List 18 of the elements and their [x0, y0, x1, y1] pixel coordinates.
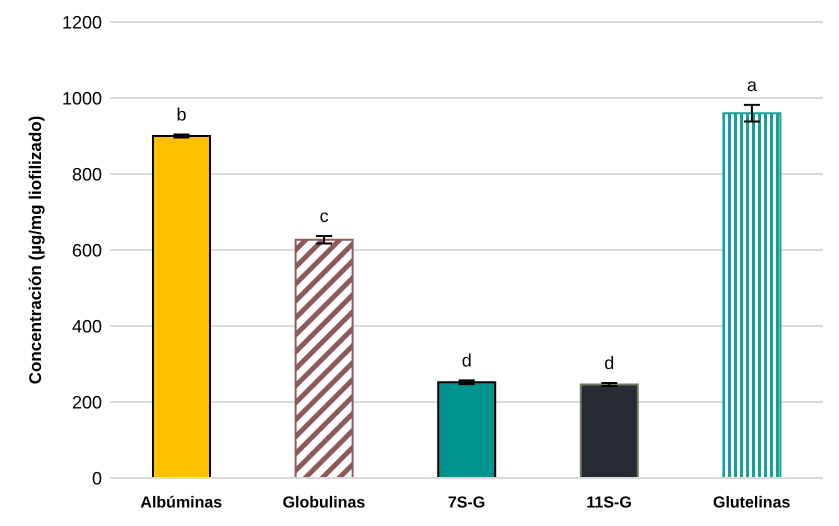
y-tick-label: 1200: [62, 12, 102, 32]
annotation: a: [746, 74, 758, 95]
x-tick-label: Glutelinas: [713, 494, 790, 512]
y-tick-label: 1000: [62, 88, 102, 108]
x-tick-label: Globulinas: [282, 494, 366, 512]
y-axis-title: Concentración (µg/mg liofilizado): [26, 116, 46, 384]
y-tick-label: 800: [72, 164, 102, 184]
y-tick-label: 200: [72, 392, 102, 412]
annotation: d: [604, 353, 614, 373]
y-tick-label: 400: [72, 316, 102, 336]
x-tick-label: 7S-G: [448, 494, 486, 512]
x-tick-label: 11S-G: [586, 494, 632, 512]
y-tick-label: 0: [92, 468, 102, 488]
annotation: c: [320, 206, 329, 226]
x-tick-label: Albúminas: [140, 494, 222, 512]
y-tick-label: 600: [72, 240, 102, 260]
annotation: b: [176, 104, 187, 124]
annotation: d: [462, 350, 472, 370]
